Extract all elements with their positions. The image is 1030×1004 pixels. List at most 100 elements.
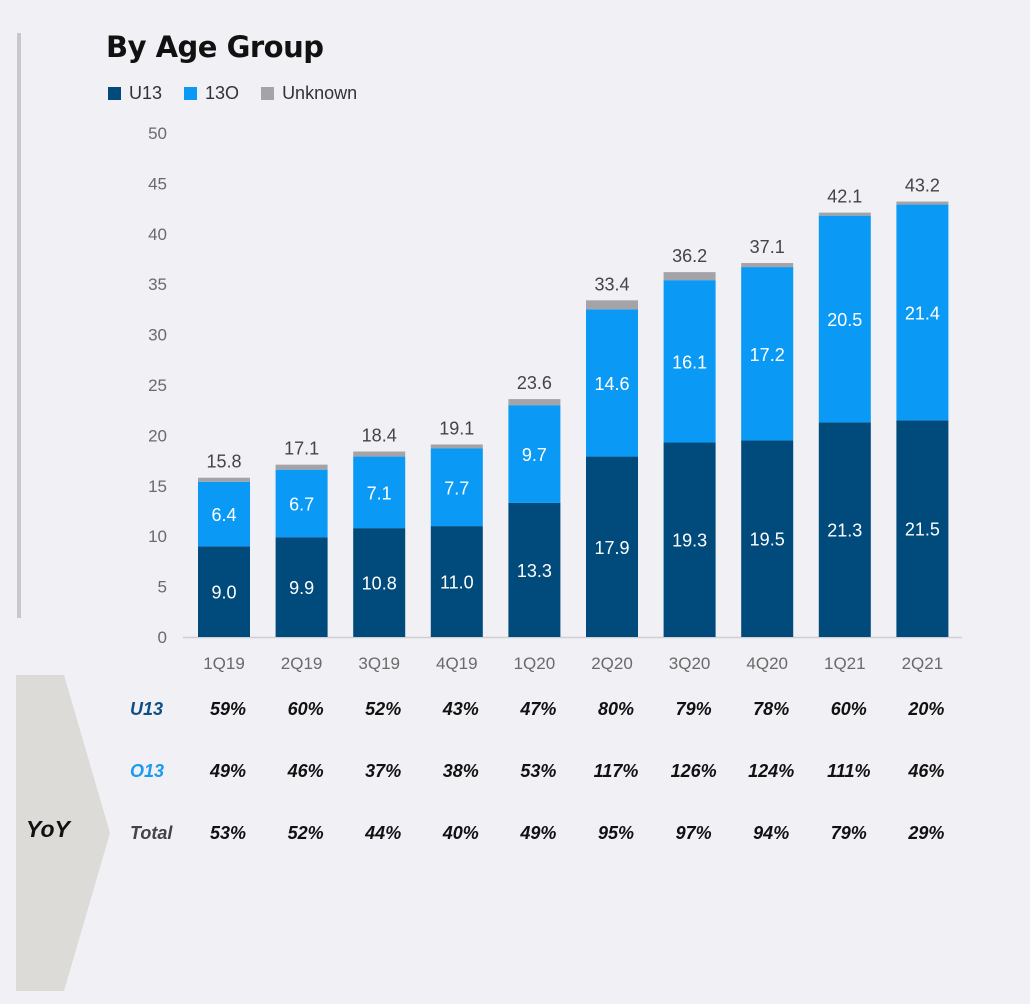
bar-segment-u13-2q19 bbox=[275, 537, 328, 637]
data-label-13o: 14.6 bbox=[594, 374, 629, 394]
yoy-cell: 53% bbox=[520, 761, 557, 781]
bar-segment-u13-4q20 bbox=[741, 440, 794, 637]
yoy-cell: 60% bbox=[830, 699, 867, 719]
data-label-u13: 13.3 bbox=[517, 561, 552, 581]
yoy-cell: 37% bbox=[365, 761, 402, 781]
yoy-cell: 59% bbox=[209, 699, 247, 719]
data-label-u13: 21.3 bbox=[827, 521, 862, 541]
left-rule bbox=[17, 33, 21, 618]
y-tick-label: 0 bbox=[158, 628, 167, 647]
bar-segment-unknown-3q19 bbox=[353, 451, 406, 457]
x-tick-label: 1Q21 bbox=[824, 654, 866, 673]
yoy-cell: 52% bbox=[365, 699, 402, 719]
x-tick-label: 1Q19 bbox=[203, 654, 245, 673]
yoy-cell: 47% bbox=[520, 699, 557, 719]
bar-segment-unknown-4q19 bbox=[430, 444, 483, 449]
yoy-cell: 78% bbox=[753, 699, 790, 719]
yoy-cell: 43% bbox=[442, 699, 479, 719]
yoy-cell: 40% bbox=[442, 823, 479, 843]
bar-segment-u13-1q21 bbox=[818, 422, 871, 637]
data-label-13o: 21.4 bbox=[905, 303, 940, 323]
bar-segment-unknown-2q20 bbox=[586, 300, 638, 310]
yoy-cell: 79% bbox=[830, 823, 867, 843]
bar-segment-u13-3q20 bbox=[663, 442, 716, 637]
bar-segment-13o-1q20 bbox=[508, 405, 561, 503]
yoy-cell: 94% bbox=[753, 823, 790, 843]
total-label: 17.1 bbox=[284, 439, 319, 459]
bar-segment-13o-3q19 bbox=[353, 456, 406, 529]
legend-swatch-13o bbox=[184, 86, 198, 100]
yoy-chevron-shape bbox=[16, 675, 110, 991]
bar-segment-unknown-1q19 bbox=[198, 477, 250, 482]
yoy-cell: 38% bbox=[442, 761, 479, 781]
total-label: 37.1 bbox=[750, 237, 785, 257]
data-label-13o: 6.7 bbox=[289, 494, 314, 514]
data-label-13o: 20.5 bbox=[827, 310, 862, 330]
yoy-cell: 79% bbox=[675, 699, 712, 719]
data-label-13o: 16.1 bbox=[672, 352, 707, 372]
legend-label-unknown: Unknown bbox=[282, 82, 358, 103]
yoy-row-label: O13 bbox=[130, 761, 165, 781]
yoy-row-u13: U13 59% 60% 52% 43% 47% 80% 79% 78% 60% 20% bbox=[0, 699, 1030, 723]
yoy-cell: 111% bbox=[827, 761, 871, 781]
bar-segment-u13-2q20 bbox=[586, 456, 638, 637]
bar-segment-unknown-1q20 bbox=[508, 399, 561, 406]
data-label-13o: 6.4 bbox=[211, 505, 236, 525]
y-tick-label: 10 bbox=[148, 527, 167, 546]
data-label-13o: 7.7 bbox=[444, 478, 469, 498]
data-label-u13: 19.5 bbox=[750, 530, 785, 550]
bar-segment-13o-1q21 bbox=[818, 215, 871, 423]
y-tick-label: 40 bbox=[148, 225, 167, 244]
y-tick-label: 35 bbox=[148, 275, 167, 294]
bar-segment-u13-1q19 bbox=[198, 546, 250, 637]
legend-label-13o: 13O bbox=[205, 82, 240, 103]
legend-label-u13: U13 bbox=[129, 82, 163, 103]
bar-segment-u13-4q19 bbox=[430, 526, 483, 637]
yoy-cell: 95% bbox=[597, 823, 635, 843]
x-tick-label: 4Q20 bbox=[746, 654, 788, 673]
data-label-u13: 11.0 bbox=[440, 573, 474, 593]
yoy-row-label: Total bbox=[130, 823, 173, 843]
y-tick-label: 5 bbox=[158, 578, 167, 597]
x-tick-label: 4Q19 bbox=[436, 654, 478, 673]
stacked-bar-chart: 0 5 10 15 20 25 30 35 40 45 50 9.0 6.4 15.8 1Q19 9.9 6.7… bbox=[148, 124, 962, 673]
y-tick-label: 25 bbox=[148, 376, 167, 395]
bar-segment-u13-3q19 bbox=[353, 528, 406, 637]
yoy-cell: 126% bbox=[670, 761, 717, 781]
yoy-cell: 44% bbox=[365, 823, 402, 843]
total-label: 18.4 bbox=[362, 426, 397, 446]
data-label-13o: 7.1 bbox=[367, 483, 392, 503]
yoy-cell: 29% bbox=[908, 823, 945, 843]
total-label: 15.8 bbox=[206, 452, 241, 472]
legend-swatch-unknown bbox=[261, 86, 275, 100]
data-label-u13: 17.9 bbox=[594, 538, 629, 558]
yoy-row-total: Total 53% 52% 44% 40% 49% 95% 97% 94% 79% 29% bbox=[0, 823, 1030, 847]
y-tick-label: 50 bbox=[148, 124, 167, 143]
bar-segment-13o-2q20 bbox=[586, 309, 638, 457]
chart-title: By Age Group bbox=[106, 30, 324, 64]
legend-item-u13: U13 bbox=[108, 83, 162, 104]
yoy-cell: 46% bbox=[908, 761, 945, 781]
bar-segment-u13-1q20 bbox=[508, 502, 561, 637]
bar-segment-unknown-3q20 bbox=[663, 272, 716, 281]
bar-segment-13o-1q19 bbox=[198, 481, 250, 547]
bar-segment-unknown-1q21 bbox=[818, 212, 871, 216]
x-tick-label: 1Q20 bbox=[514, 654, 556, 673]
total-label: 43.2 bbox=[905, 176, 940, 196]
x-tick-label: 2Q20 bbox=[591, 654, 633, 673]
yoy-cell: 49% bbox=[520, 823, 557, 843]
data-label-u13: 21.5 bbox=[905, 520, 940, 540]
bar-segment-13o-2q21 bbox=[896, 204, 949, 421]
yoy-row-label: U13 bbox=[130, 699, 164, 719]
legend-swatch-u13 bbox=[108, 86, 121, 100]
bar-segment-13o-4q20 bbox=[741, 267, 794, 441]
bar-segment-13o-3q20 bbox=[663, 280, 716, 443]
chart-legend: U13 13O Unknown bbox=[108, 82, 357, 104]
yoy-cell: 49% bbox=[209, 761, 247, 781]
y-tick-label: 30 bbox=[148, 326, 167, 345]
y-tick-label: 20 bbox=[148, 426, 167, 445]
yoy-cell: 52% bbox=[287, 823, 324, 843]
data-label-13o: 9.7 bbox=[522, 445, 547, 465]
yoy-cell: 53% bbox=[209, 823, 247, 843]
total-label: 33.4 bbox=[594, 274, 629, 294]
